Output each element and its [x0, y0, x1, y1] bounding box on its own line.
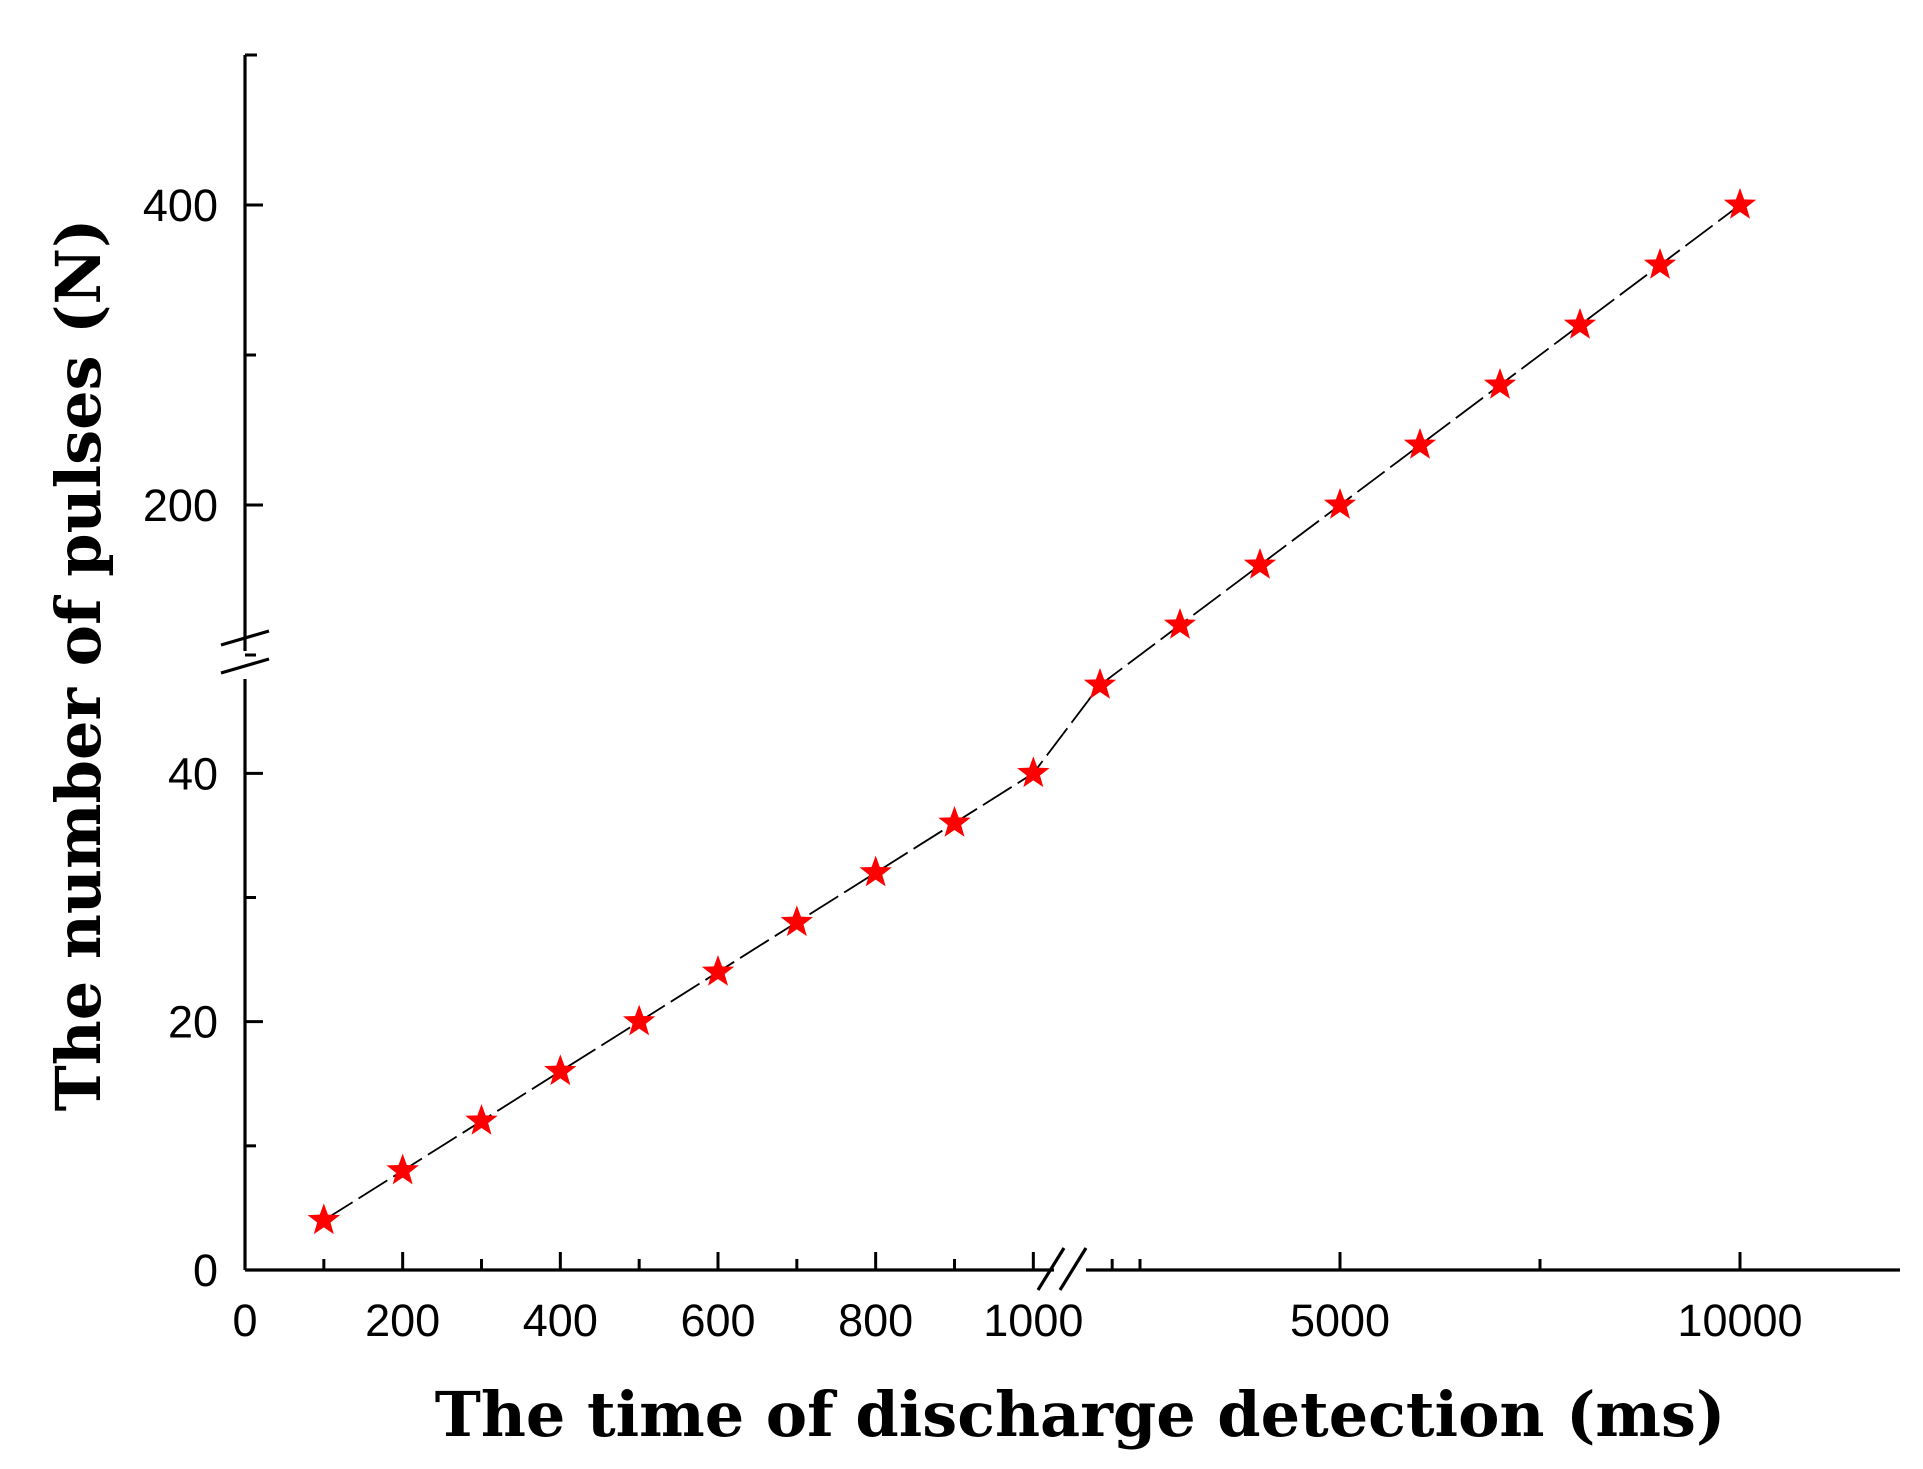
ticks — [243, 203, 1742, 1272]
x-axis-break-mark-2 — [1058, 1247, 1088, 1291]
x-axis-title: The time of discharge detection (ms) — [435, 1378, 1726, 1451]
x-tick-label: 5000 — [1290, 1295, 1390, 1346]
data-point-star — [623, 1004, 656, 1036]
y-tick-label: 40 — [168, 748, 218, 799]
data-point-star — [1403, 428, 1437, 459]
data-point-star — [1017, 756, 1050, 788]
x-tick-label: 0 — [232, 1295, 257, 1346]
y-axis-break-mark-2 — [220, 657, 270, 675]
data-point-star — [780, 905, 813, 937]
x-tick-label: 800 — [838, 1295, 913, 1346]
data-markers — [307, 188, 1757, 1235]
data-point-star — [544, 1054, 577, 1086]
data-point-star — [1163, 608, 1197, 639]
data-point-star — [1323, 488, 1357, 519]
y-axis-title: The number of pulses (N) — [42, 219, 115, 1112]
data-point-star — [307, 1203, 340, 1235]
data-point-star — [465, 1104, 498, 1135]
y-axis-break-mark-1 — [220, 629, 270, 647]
data-point-star — [1083, 668, 1117, 699]
trend-line — [323, 204, 1741, 1222]
data-point-star — [859, 855, 892, 887]
y-tick-label: 400 — [143, 180, 218, 231]
data-point-star — [1723, 188, 1757, 219]
x-tick-label: 10000 — [1677, 1295, 1802, 1346]
tick-labels: 0 200 400 600 800 1000 5000 10000 0 20 40 200 400 — [143, 180, 1803, 1346]
y-tick-label: 20 — [168, 997, 218, 1048]
data-point-star — [938, 806, 971, 837]
axes — [220, 53, 1900, 1291]
data-point-star — [701, 955, 735, 986]
x-axis-break-mark-1 — [1036, 1247, 1066, 1291]
data-point-star — [1243, 548, 1277, 579]
x-tick-label: 400 — [523, 1295, 598, 1346]
x-tick-label: 1000 — [983, 1295, 1083, 1346]
data-point-star — [1563, 308, 1597, 339]
x-tick-label: 200 — [365, 1295, 440, 1346]
data-point-star — [1643, 248, 1677, 279]
y-tick-label: 0 — [193, 1245, 218, 1296]
data-point-star — [386, 1153, 419, 1185]
y-tick-label: 200 — [143, 480, 218, 531]
x-tick-label: 600 — [680, 1295, 755, 1346]
data-point-star — [1483, 368, 1517, 399]
